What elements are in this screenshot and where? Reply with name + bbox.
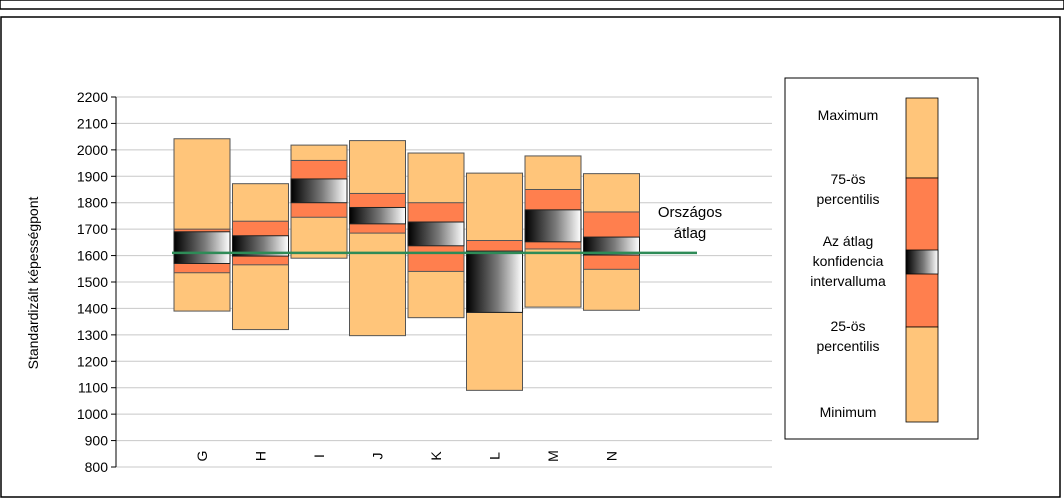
x-tick-label: H — [253, 451, 269, 461]
box-ci — [232, 235, 289, 257]
box-J — [349, 140, 406, 337]
box-L — [466, 172, 523, 391]
box-K — [407, 152, 465, 319]
legend-label-p75-line2: percentilis — [816, 191, 879, 207]
box-N — [583, 173, 640, 311]
y-tick-label: 2100 — [77, 115, 108, 131]
x-tick-label: J — [370, 453, 386, 460]
box-ci — [173, 231, 231, 265]
y-tick-label: 900 — [85, 433, 109, 449]
legend-label-p75-line1: 75-ös — [830, 171, 865, 187]
x-tick-label: G — [194, 451, 210, 462]
box-ci — [290, 178, 348, 204]
y-tick-label: 1100 — [78, 380, 108, 396]
box-I — [290, 144, 348, 259]
y-tick-label: 2200 — [77, 89, 108, 105]
x-tick-label: I — [311, 454, 327, 458]
box-ci — [349, 206, 406, 225]
legend-label-maximum: Maximum — [818, 107, 879, 123]
average-label-line2: átlag — [674, 225, 707, 242]
main-border — [0, 16, 1061, 498]
legend-label-p25-line1: 25-ös — [830, 318, 865, 334]
box-ci — [524, 209, 582, 243]
x-tick-label: M — [545, 450, 561, 462]
y-axis-title: Standardizált képességpont — [25, 197, 41, 370]
legend-label-ci-line2: konfidencia — [813, 253, 884, 269]
legend-label-p25-line2: percentilis — [816, 338, 879, 354]
y-tick-label: 800 — [85, 459, 109, 475]
legend-label-minimum: Minimum — [820, 404, 877, 420]
box-H — [232, 183, 289, 331]
box-range — [349, 140, 406, 337]
box-ci — [583, 236, 640, 256]
y-tick-label: 2000 — [77, 142, 108, 158]
y-axis: 800 900 1000 1100 1200 1300 1400 1500 1600 1700 18… — [77, 89, 117, 475]
x-axis-labels: G H I J K L M N — [194, 450, 620, 462]
y-tick-label: 1300 — [77, 327, 108, 343]
y-tick-label: 1500 — [77, 274, 108, 290]
average-label-line1: Országos — [658, 204, 722, 221]
box-ci — [466, 250, 523, 313]
legend-label-ci-line1: Az átlag — [823, 233, 874, 249]
top-border-bar — [0, 0, 1064, 10]
legend: Maximum 75-ös percentilis Az átlag konfi… — [784, 77, 979, 440]
box-range — [173, 138, 231, 312]
legend-swatch-lower-outer — [905, 326, 939, 423]
y-tick-label: 1400 — [77, 300, 108, 316]
y-tick-label: 1600 — [77, 248, 108, 264]
legend-swatch-upper-outer — [905, 97, 939, 179]
box-series — [173, 138, 640, 391]
box-M — [524, 155, 582, 308]
legend-frame — [784, 77, 979, 440]
y-tick-label: 1900 — [77, 168, 108, 184]
plot-area: 800 900 1000 1100 1200 1300 1400 1500 1600 1700 18… — [77, 89, 772, 475]
y-tick-label: 1800 — [77, 195, 108, 211]
x-tick-label: K — [428, 451, 444, 461]
x-tick-label: L — [487, 452, 503, 460]
box-G — [173, 138, 231, 312]
y-tick-label: 1700 — [77, 221, 108, 237]
y-tick-label: 1000 — [77, 406, 108, 422]
box-ci — [407, 221, 465, 247]
legend-swatch-ci — [905, 249, 939, 275]
y-tick-label: 1200 — [77, 353, 108, 369]
legend-label-ci-line3: intervalluma — [810, 273, 886, 289]
x-tick-label: N — [604, 451, 620, 461]
